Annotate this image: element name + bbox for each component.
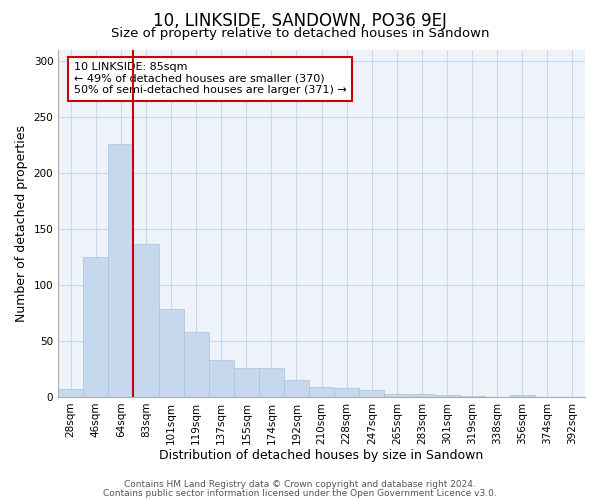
Bar — [284, 380, 309, 397]
Bar — [83, 257, 109, 397]
Text: Contains HM Land Registry data © Crown copyright and database right 2024.: Contains HM Land Registry data © Crown c… — [124, 480, 476, 489]
Bar — [334, 388, 359, 397]
Bar — [434, 394, 460, 397]
Text: Contains public sector information licensed under the Open Government Licence v3: Contains public sector information licen… — [103, 488, 497, 498]
Bar — [385, 394, 409, 397]
Bar — [234, 368, 259, 397]
Bar — [209, 360, 234, 397]
Text: Size of property relative to detached houses in Sandown: Size of property relative to detached ho… — [111, 28, 489, 40]
Text: 10 LINKSIDE: 85sqm
← 49% of detached houses are smaller (370)
50% of semi-detach: 10 LINKSIDE: 85sqm ← 49% of detached hou… — [74, 62, 347, 96]
Bar — [309, 387, 334, 397]
Bar — [58, 389, 83, 397]
Bar — [184, 332, 209, 397]
Bar — [359, 390, 385, 397]
Text: 10, LINKSIDE, SANDOWN, PO36 9EJ: 10, LINKSIDE, SANDOWN, PO36 9EJ — [153, 12, 447, 30]
X-axis label: Distribution of detached houses by size in Sandown: Distribution of detached houses by size … — [160, 450, 484, 462]
Bar — [510, 394, 535, 397]
Bar — [460, 396, 485, 397]
Y-axis label: Number of detached properties: Number of detached properties — [15, 125, 28, 322]
Bar — [133, 244, 158, 397]
Bar — [259, 368, 284, 397]
Bar — [158, 308, 184, 397]
Bar — [409, 394, 434, 397]
Bar — [109, 144, 133, 397]
